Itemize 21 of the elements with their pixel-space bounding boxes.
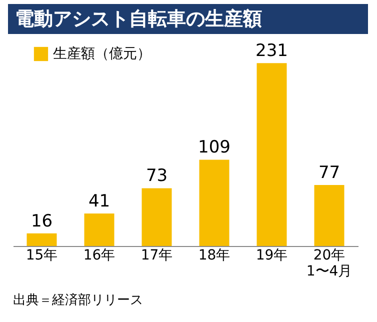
data-label: 231 — [256, 41, 288, 62]
source-note: 出典＝経済部リリース — [13, 292, 143, 308]
chart-title: 電動アシスト自転車の生産額 — [15, 8, 262, 30]
x-tick-label: 16年 — [83, 248, 116, 264]
bar — [142, 188, 172, 246]
data-label: 16 — [30, 211, 53, 232]
bar — [26, 233, 57, 246]
bar — [199, 160, 230, 246]
x-tick-label: 20年 1〜4月 — [306, 248, 352, 280]
x-tick-label: 18年 — [198, 248, 230, 264]
bar — [314, 185, 344, 246]
data-label: 77 — [318, 163, 340, 184]
data-label: 109 — [198, 138, 230, 158]
legend-label: 生産額（億元） — [53, 46, 151, 62]
bar — [84, 214, 114, 246]
x-tick-label: 17年 — [140, 248, 173, 264]
x-tick-label: 19年 — [256, 248, 288, 264]
data-label: 41 — [88, 192, 110, 212]
bar — [256, 63, 287, 246]
data-label: 73 — [146, 166, 168, 186]
x-tick-label: 15年 — [26, 248, 58, 264]
